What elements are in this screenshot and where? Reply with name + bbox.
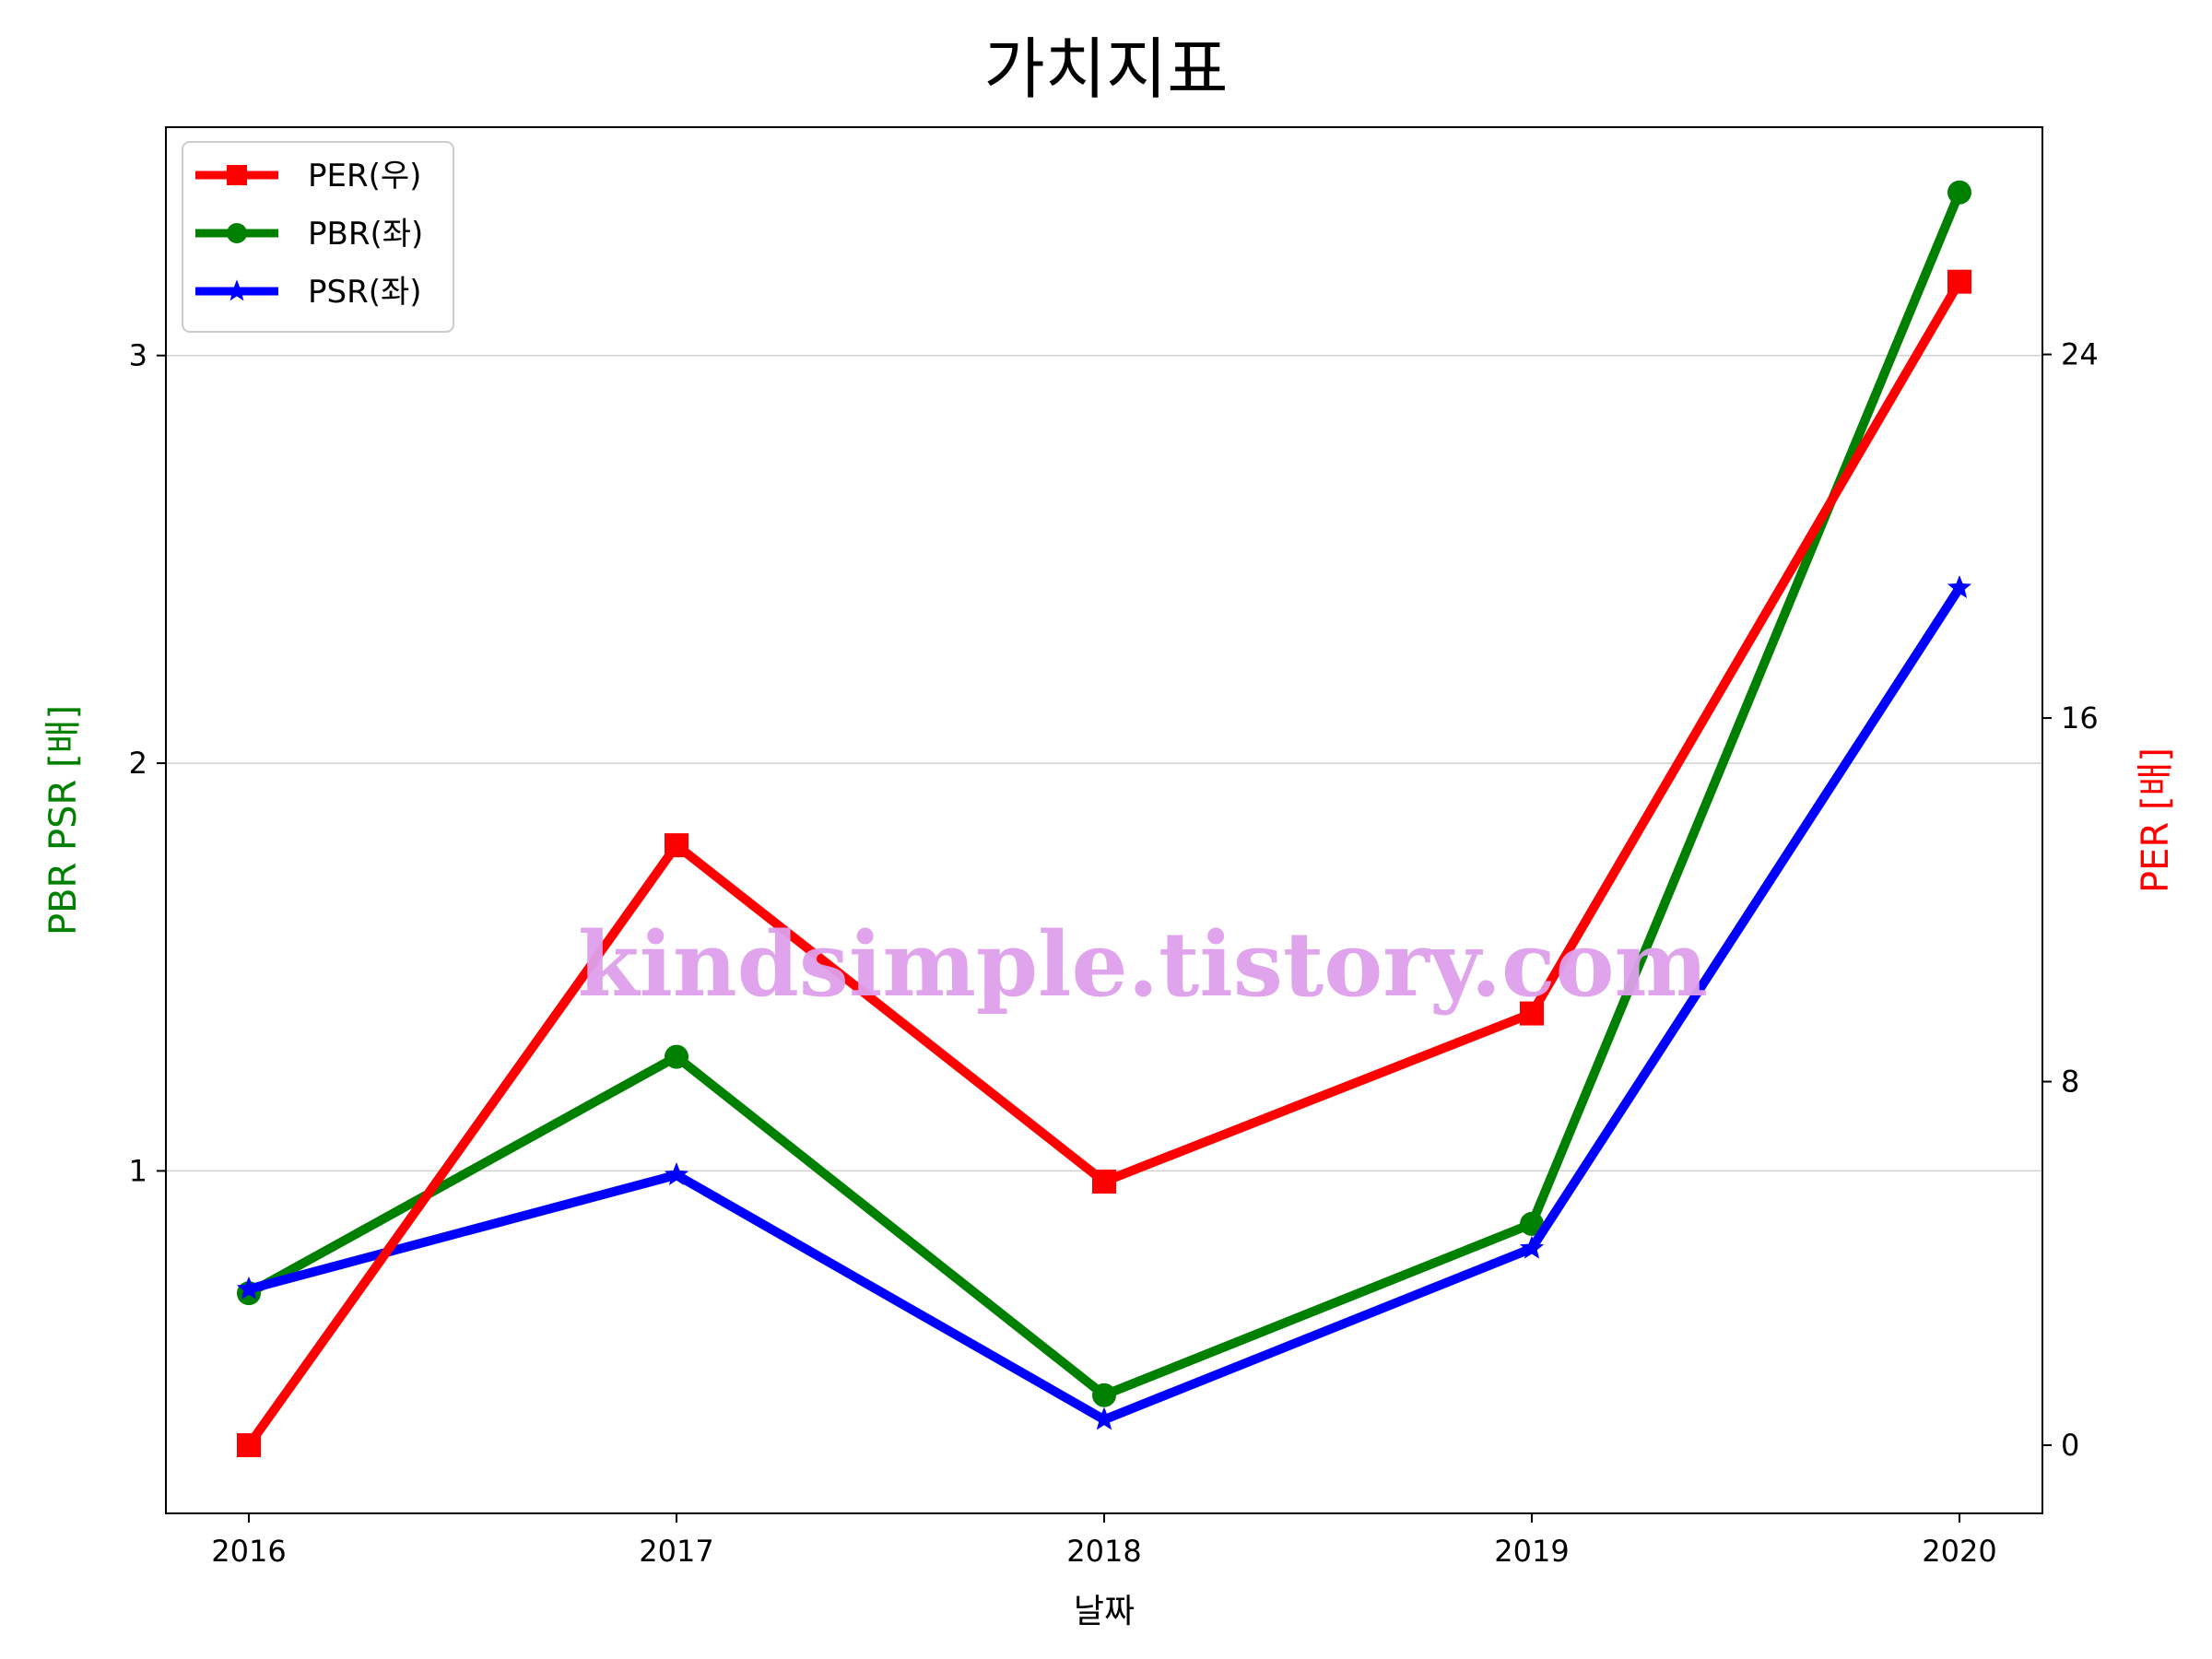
legend-label: PBR(좌) xyxy=(308,216,423,253)
data-point xyxy=(1091,1406,1117,1430)
series-square xyxy=(237,269,1971,1458)
legend-label: PSR(좌) xyxy=(308,274,422,311)
series-line xyxy=(244,279,1964,1448)
series-layer xyxy=(236,180,1972,1458)
left-tick-label: 2 xyxy=(129,746,147,781)
right-tick-label: 0 xyxy=(2061,1428,2079,1463)
x-tick-label: 2016 xyxy=(211,1534,286,1569)
grid-lines xyxy=(166,354,2042,1172)
left-y-axis-label: PBR PSR [배] xyxy=(42,705,85,935)
chart-title: 가치지표 xyxy=(984,30,1229,108)
right-tick-label: 8 xyxy=(2061,1065,2079,1100)
right-tick-label: 16 xyxy=(2061,700,2099,735)
legend-marker xyxy=(227,223,247,243)
data-point xyxy=(1519,1235,1545,1259)
data-point xyxy=(665,1044,688,1069)
data-point xyxy=(1092,1382,1116,1407)
data-point xyxy=(237,1433,261,1458)
data-point xyxy=(1947,575,1972,598)
series-line xyxy=(246,190,1964,1401)
data-point xyxy=(665,833,688,858)
x-tick-label: 2020 xyxy=(1922,1534,1996,1569)
x-tick-label: 2017 xyxy=(639,1534,713,1569)
x-tick-label: 2018 xyxy=(1066,1534,1141,1569)
right-y-axis-label: PER [배] xyxy=(2135,747,2177,893)
legend: PER(우) PBR(좌) PSR(좌) xyxy=(182,141,454,333)
watermark: kindsimple.tistory.com xyxy=(578,912,1708,1017)
x-axis-label: 날짜 xyxy=(1074,1593,1135,1630)
data-point xyxy=(1947,269,1971,294)
data-point xyxy=(236,1276,262,1300)
data-point xyxy=(1947,180,1971,205)
legend-label: PER(우) xyxy=(308,158,421,194)
data-point xyxy=(664,1162,689,1185)
legend-marker xyxy=(227,165,247,185)
legend-marker xyxy=(226,279,248,301)
left-tick-label: 3 xyxy=(129,338,147,373)
right-tick-label: 24 xyxy=(2061,337,2099,372)
series-star xyxy=(236,575,1972,1430)
data-point xyxy=(1520,1211,1544,1236)
plot-area xyxy=(165,126,2043,1514)
data-point xyxy=(1092,1170,1116,1194)
data-point xyxy=(1520,1001,1544,1026)
legend-box xyxy=(182,141,454,333)
left-tick-label: 1 xyxy=(129,1153,147,1188)
axis-ticks: 1 2 3 0 8 16 24 2016 2017 2018 2019 2020 xyxy=(129,337,2099,1569)
x-tick-label: 2019 xyxy=(1494,1534,1569,1569)
